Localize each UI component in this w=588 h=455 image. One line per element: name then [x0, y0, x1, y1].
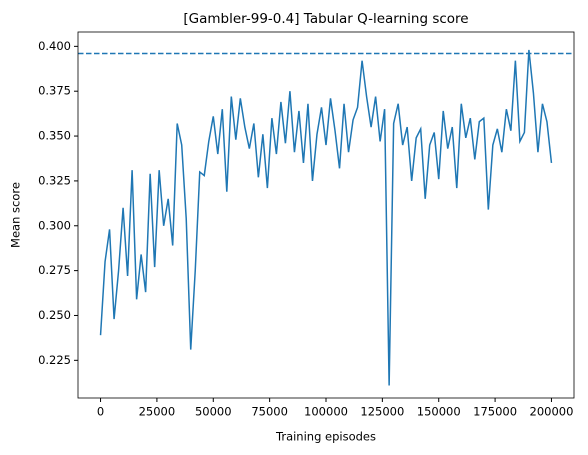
x-tick-label: 100000: [304, 405, 348, 419]
y-tick-label: 0.350: [38, 129, 71, 143]
x-tick-label: 125000: [360, 405, 404, 419]
y-tick-label: 0.275: [38, 263, 71, 277]
plot-frame: [77, 31, 575, 399]
data-line: [99, 49, 553, 386]
x-tick-label: 25000: [139, 405, 176, 419]
x-axis-label: Training episodes: [275, 430, 376, 444]
x-tick-label: 50000: [195, 405, 232, 419]
y-axis-label: Mean score: [9, 182, 23, 248]
x-tick-label: 75000: [251, 405, 288, 419]
y-tick-label: 0.325: [38, 173, 71, 187]
x-tick-label: 150000: [417, 405, 461, 419]
y-tick-label: 0.375: [38, 84, 71, 98]
x-tick-label: 0: [97, 405, 104, 419]
chart-title: [Gambler-99-0.4] Tabular Q-learning scor…: [183, 11, 468, 27]
y-tick-label: 0.250: [38, 308, 71, 322]
x-tick-label: 175000: [473, 405, 517, 419]
y-tick-label: 0.300: [38, 218, 71, 232]
y-tick-label: 0.225: [38, 353, 71, 367]
y-tick-label: 0.400: [38, 39, 71, 53]
x-tick-label: 200000: [530, 405, 574, 419]
